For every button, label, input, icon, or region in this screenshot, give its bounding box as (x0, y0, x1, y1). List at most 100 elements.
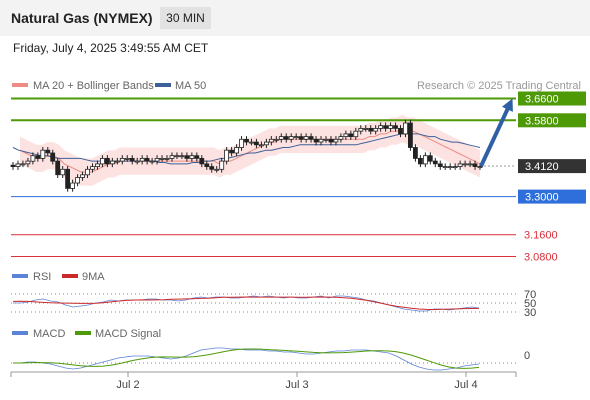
candle-body (149, 160, 155, 163)
candle-body (65, 168, 70, 189)
x-axis: Jul 2 Jul 3 Jul 4 (10, 371, 517, 391)
candle (174, 152, 180, 159)
rsi-legend-label: RSI (33, 271, 51, 283)
macd-legend-label: MACD (33, 328, 65, 340)
candle (293, 133, 299, 140)
candle-body (224, 149, 230, 162)
candle-body (209, 166, 215, 170)
candle (60, 166, 66, 179)
interval-selector-button[interactable]: 30 MIN (160, 7, 211, 29)
candle-body (45, 149, 51, 154)
ma50-legend-label: MA 50 (175, 80, 206, 92)
level-label: 3.0800 (524, 252, 558, 264)
candle-body (462, 163, 468, 166)
candle-body (348, 133, 354, 137)
candle (407, 119, 413, 151)
candle (189, 152, 195, 162)
candle-body (343, 133, 349, 137)
candle (114, 157, 120, 165)
rsi-tick-70: 70 (524, 289, 536, 301)
candle-body (174, 155, 180, 158)
bollinger-fill (20, 114, 480, 186)
candle (427, 152, 433, 165)
candle (462, 160, 468, 168)
candle-body (293, 136, 299, 139)
candle-body (60, 168, 66, 176)
level-support: 3.3000 (11, 189, 586, 204)
candle-body (358, 127, 364, 132)
candle-body (169, 155, 175, 159)
candle-body (442, 166, 448, 169)
candle-body (303, 136, 309, 140)
candle (472, 160, 478, 170)
candle-body (313, 138, 319, 143)
candle (273, 136, 279, 143)
candle-body (124, 157, 130, 160)
level-label-box (518, 113, 586, 128)
candle-body (318, 138, 324, 143)
candle (15, 160, 21, 170)
candle-body (144, 157, 150, 162)
candle (239, 136, 244, 151)
macd-legend-swatch (12, 331, 28, 335)
candle (144, 155, 150, 165)
candle-body (129, 157, 135, 162)
candle (50, 149, 56, 165)
x-tick-label-jul3: Jul 3 (285, 379, 308, 391)
datetime-label: Friday, July 4, 2025 3:49:55 AM CET (13, 41, 209, 55)
candle-body (268, 138, 274, 143)
candle-body (298, 136, 304, 140)
candle (278, 133, 284, 143)
candle-body (100, 157, 105, 165)
candle-body (427, 155, 433, 162)
candle-body (110, 160, 115, 165)
candle (298, 133, 304, 143)
candle-body (85, 168, 90, 176)
candle (25, 157, 31, 168)
candle (20, 160, 26, 168)
candle (313, 136, 319, 146)
candle (179, 152, 185, 159)
candle (10, 161, 16, 170)
candle (378, 122, 384, 132)
candle-body (308, 136, 314, 140)
instrument-title: Natural Gas (NYMEX) (11, 10, 153, 26)
level-target: 3.0800 (11, 252, 558, 264)
candle (65, 166, 70, 192)
rsi-legend-swatch (12, 274, 28, 278)
candle-body (333, 138, 339, 143)
candle (234, 144, 240, 157)
candle-body (368, 127, 374, 132)
level-label: 3.4120 (525, 161, 559, 173)
rsi-ma-line (12, 296, 480, 311)
candle-body (432, 160, 438, 165)
candle (244, 136, 249, 146)
candle (159, 155, 165, 162)
candle (249, 138, 254, 146)
candle (209, 163, 215, 173)
candle-body (263, 141, 269, 146)
candle (268, 136, 274, 146)
candle-body (457, 163, 463, 167)
candle (393, 122, 398, 132)
candle-body (214, 168, 220, 171)
candle (35, 152, 41, 162)
candle (437, 160, 443, 170)
candle (85, 166, 90, 179)
candle-body (194, 155, 200, 159)
candle-body (55, 160, 61, 176)
ma50-legend-swatch (155, 83, 171, 87)
candle-body (239, 138, 244, 148)
candle (412, 144, 418, 162)
candle (398, 125, 403, 138)
candle (318, 136, 324, 146)
x-tick-label-jul4: Jul 4 (454, 379, 477, 391)
candle-body (328, 138, 334, 143)
candle (363, 125, 369, 132)
candle-body (75, 177, 80, 184)
candle (194, 152, 200, 162)
candle (343, 130, 349, 140)
header-bar (0, 0, 590, 36)
candle (422, 152, 428, 168)
candle-body (90, 166, 95, 170)
